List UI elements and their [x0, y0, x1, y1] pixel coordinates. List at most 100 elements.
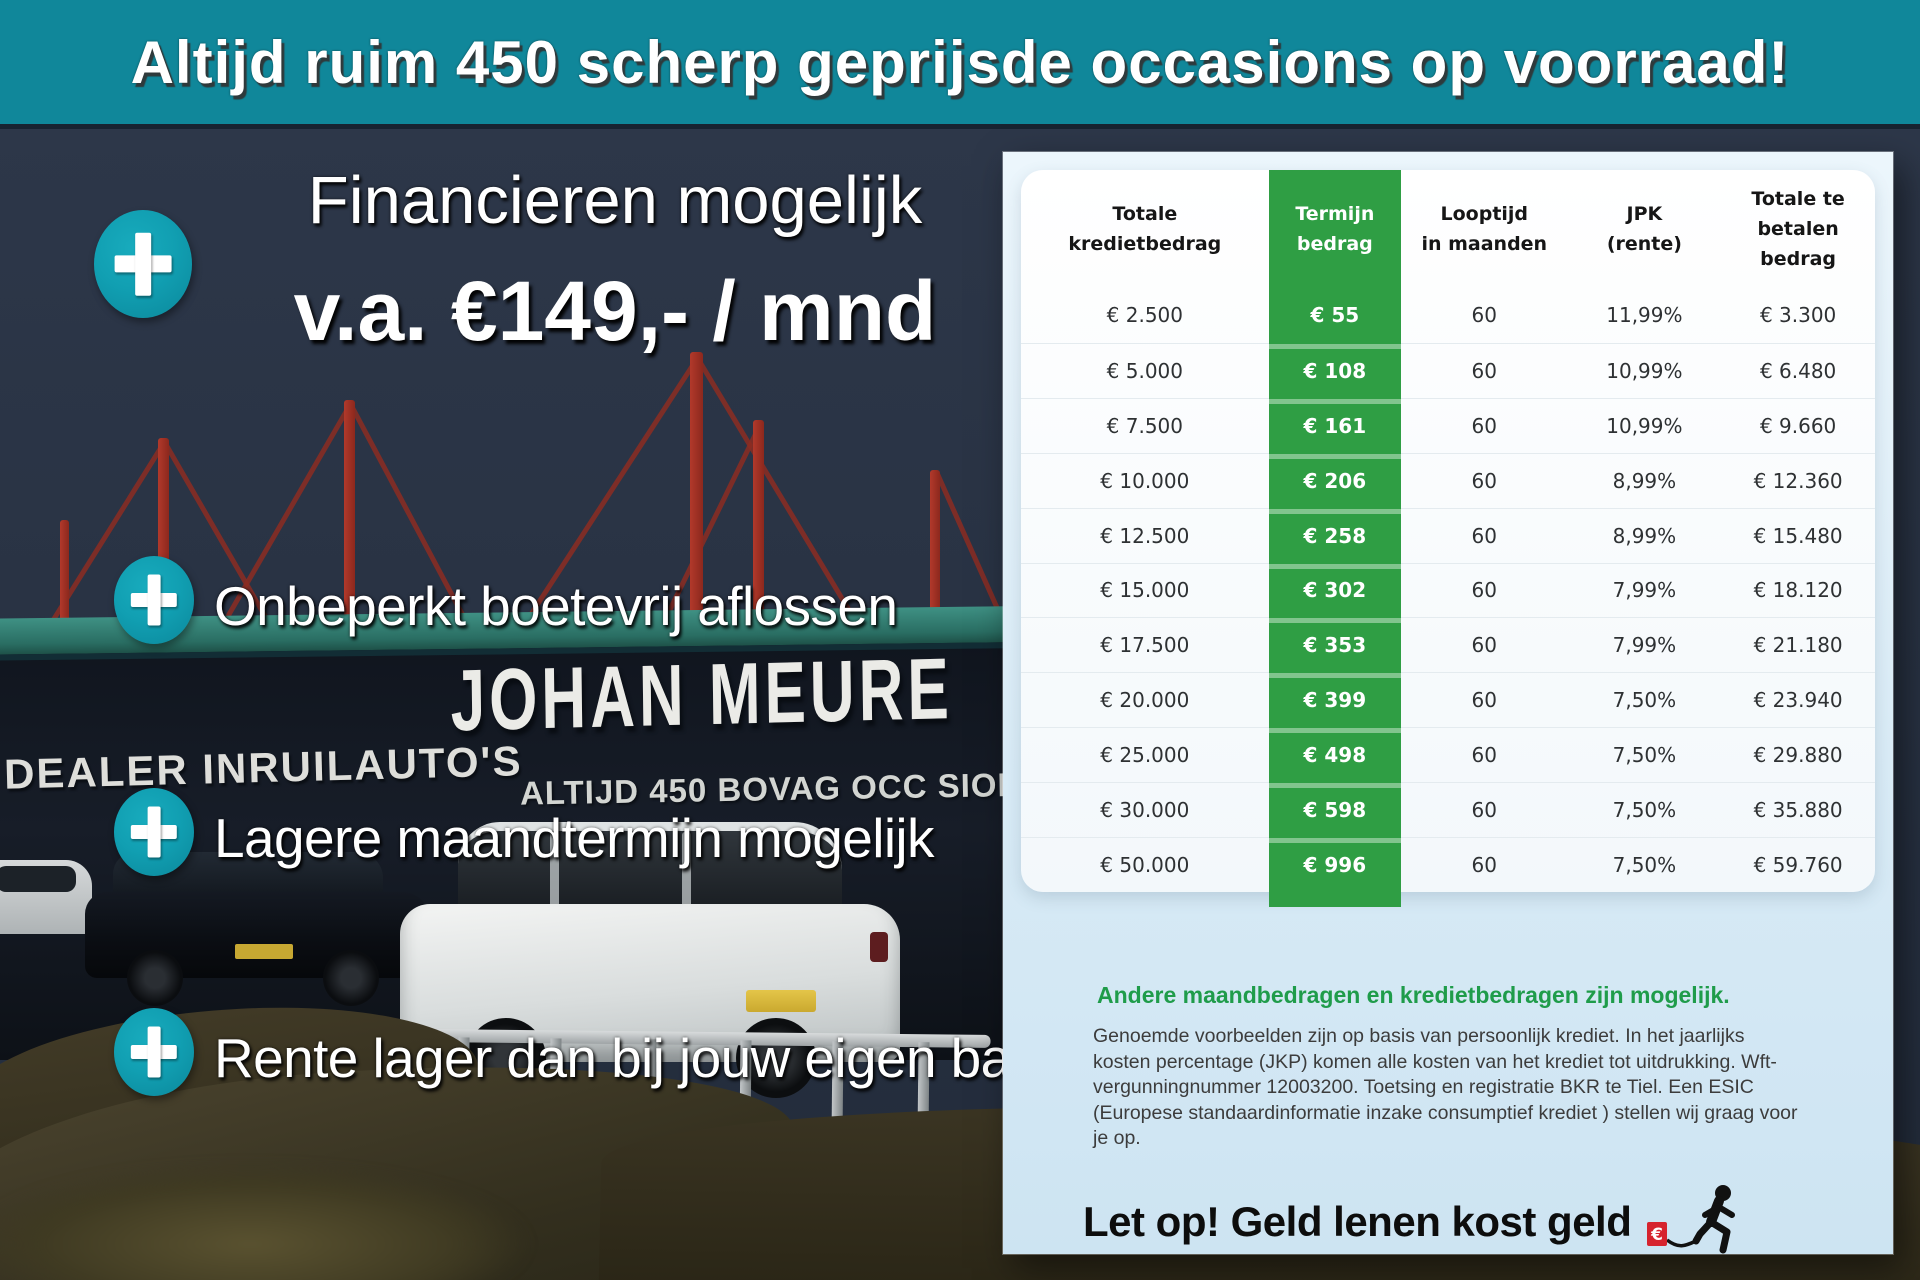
- red-mast: [753, 420, 764, 625]
- finance-table-grid: Totale kredietbedrag Termijn bedrag Loop…: [1021, 170, 1875, 892]
- license-plate: [746, 990, 816, 1012]
- column-header-line: Looptijd: [1440, 203, 1529, 225]
- green-column-tab: [1268, 892, 1402, 907]
- column-header-line: betalen bedrag: [1757, 218, 1839, 270]
- car-window: [0, 866, 76, 892]
- banner-title: Altijd ruim 450 scherp geprijsde occasio…: [130, 28, 1790, 96]
- car-pillar: [550, 832, 559, 912]
- benefit-item: Onbeperkt boetevrij aflossen: [214, 575, 898, 637]
- benefit-item: Lagere maandtermijn mogelijk: [214, 807, 935, 869]
- column-header-jpk: JPK (rente): [1568, 170, 1722, 288]
- monthly-amount-cell: € 598: [1268, 782, 1402, 838]
- table-cell: € 30.000: [1021, 782, 1269, 837]
- table-cell: € 5.000: [1021, 342, 1269, 398]
- monthly-amount-cell: € 206: [1268, 452, 1402, 508]
- table-cell: 60: [1401, 342, 1568, 398]
- table-cell: € 50.000: [1021, 837, 1269, 892]
- table-cell: € 6.480: [1721, 342, 1875, 398]
- finance-headline: Financieren mogelijk v.a. €149,- / mnd: [200, 162, 1030, 360]
- person-back-leg: [1692, 1218, 1715, 1245]
- column-header-line: Totale te: [1751, 188, 1845, 210]
- person-arm: [1702, 1205, 1721, 1218]
- table-cell: € 21.180: [1721, 617, 1875, 672]
- column-header-looptijd: Looptijd in maanden: [1401, 170, 1568, 288]
- finance-headline-price: v.a. €149,- / mnd: [293, 264, 937, 358]
- monthly-amount-cell: € 161: [1268, 397, 1402, 453]
- black-suv: [85, 852, 430, 1006]
- column-header-line: (rente): [1606, 233, 1682, 255]
- car-wheel: [323, 950, 379, 1006]
- table-cell: € 12.360: [1721, 452, 1875, 508]
- plus-icon: [114, 1008, 194, 1096]
- table-cell: € 35.880: [1721, 782, 1875, 837]
- table-cell: € 18.120: [1721, 562, 1875, 618]
- top-banner: Altijd ruim 450 scherp geprijsde occasio…: [0, 0, 1920, 124]
- table-cell: 60: [1401, 507, 1568, 563]
- plus-icon-bar: [147, 1026, 161, 1078]
- column-header-totale-te-betalen: Totale te betalen bedrag: [1721, 170, 1875, 288]
- table-cell: € 23.940: [1721, 672, 1875, 727]
- column-header-line: bedrag: [1296, 233, 1373, 255]
- disclaimer-body: Genoemde voorbeelden zijn op basis van p…: [1093, 1025, 1798, 1149]
- car-wheel: [127, 950, 183, 1006]
- table-cell: 60: [1401, 562, 1568, 618]
- table-cell: € 9.660: [1721, 397, 1875, 453]
- table-cell: € 59.760: [1721, 837, 1875, 892]
- table-cell: 7,50%: [1567, 837, 1722, 892]
- table-cell: 8,99%: [1567, 452, 1722, 508]
- monthly-amount-cell: € 996: [1268, 837, 1402, 892]
- table-cell: 60: [1471, 303, 1497, 328]
- table-cell: 60: [1401, 672, 1568, 727]
- plus-icon-bar: [147, 806, 161, 858]
- table-cell: 10,99%: [1567, 342, 1722, 398]
- monthly-amount-cell: € 55: [1268, 288, 1402, 343]
- monthly-amount-cell: € 302: [1268, 562, 1402, 618]
- table-cell: 60: [1401, 837, 1568, 892]
- column-header-line: JPK: [1626, 203, 1663, 225]
- column-header-line: in maanden: [1421, 233, 1548, 255]
- monthly-amount-cell: € 399: [1268, 672, 1402, 728]
- table-cell: € 12.500: [1021, 507, 1269, 563]
- table-cell: 60: [1401, 617, 1568, 672]
- table-cell: 60: [1401, 452, 1568, 508]
- column-header-termijnbedrag: Termijn bedrag: [1268, 170, 1402, 288]
- car-pillar: [682, 832, 691, 912]
- red-mast: [690, 352, 703, 622]
- license-plate: [235, 944, 293, 959]
- red-mast: [930, 470, 940, 625]
- column-header-kredietbedrag: Totale kredietbedrag: [1021, 170, 1269, 288]
- table-cell: € 2.500: [1106, 303, 1183, 328]
- column-header-line: kredietbedrag: [1068, 233, 1222, 255]
- person-front-leg: [1707, 1218, 1731, 1254]
- euro-weight: [1647, 1222, 1668, 1246]
- monthly-amount-cell: € 258: [1268, 507, 1402, 563]
- table-cell: 60: [1401, 397, 1568, 453]
- table-cell: 8,99%: [1567, 507, 1722, 563]
- rope-line: [1666, 1238, 1698, 1248]
- red-mast: [344, 400, 355, 622]
- column-header-line: Totale: [1112, 203, 1178, 225]
- table-cell: 7,50%: [1567, 672, 1722, 727]
- finance-headline-title: Financieren mogelijk: [307, 163, 923, 238]
- table-cell: € 10.000: [1021, 452, 1269, 508]
- table-cell: € 7.500: [1021, 397, 1269, 453]
- table-cell: 60: [1401, 782, 1568, 837]
- table-cell: 7,50%: [1567, 727, 1722, 782]
- money-warning-icon: €: [1647, 1185, 1736, 1254]
- table-cell: € 15.480: [1721, 507, 1875, 563]
- table-cell: € 25.000: [1021, 727, 1269, 782]
- plus-icon-bar: [135, 232, 151, 296]
- loan-warning: Let op! Geld lenen kost geld €: [1083, 1180, 1873, 1264]
- disclaimer-heading: Andere maandbedragen en kredietbedragen …: [1097, 982, 1730, 1008]
- column-header-line: Termijn: [1295, 203, 1375, 225]
- table-cell: € 15.000: [1021, 562, 1269, 618]
- table-cell: € 29.880: [1721, 727, 1875, 782]
- table-cell: € 3.300: [1759, 303, 1837, 328]
- monthly-amount-cell: € 498: [1268, 727, 1402, 783]
- plus-icon: [94, 210, 192, 318]
- walking-person-icon: [1692, 1185, 1736, 1254]
- plus-icon: [114, 788, 194, 876]
- loan-warning-text: Let op! Geld lenen kost geld: [1083, 1198, 1632, 1245]
- monthly-amount-cell: € 353: [1268, 617, 1402, 673]
